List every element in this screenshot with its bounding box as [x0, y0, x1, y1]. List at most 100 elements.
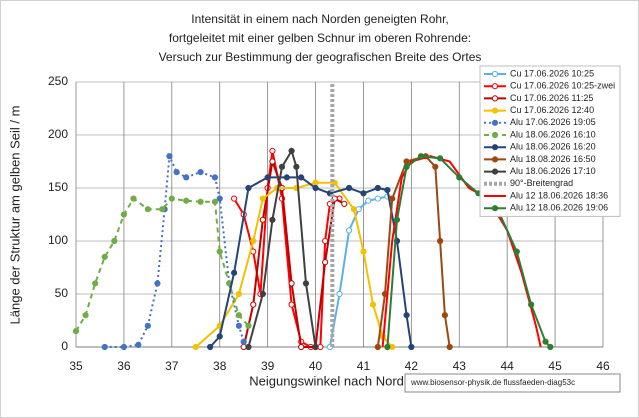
legend-label: 90°-Breitengrad — [510, 178, 573, 188]
x-tick-label: 46 — [596, 359, 610, 373]
data-point — [207, 343, 214, 351]
data-point — [341, 200, 348, 207]
data-point — [183, 174, 190, 181]
legend-label: Cu 17.06.2026 11:25 — [510, 93, 593, 103]
data-point — [183, 197, 190, 204]
data-point — [446, 343, 453, 351]
legend-marker — [491, 144, 499, 151]
data-point — [130, 195, 137, 202]
y-tick-label: 200 — [48, 127, 68, 141]
x-tick-label: 42 — [405, 359, 419, 373]
data-point — [250, 301, 257, 308]
legend-label: Alu 12 18.06.2026 18:36 — [510, 190, 608, 200]
series-line — [386, 155, 552, 348]
data-point — [441, 312, 448, 319]
legend-marker — [491, 119, 499, 126]
data-point — [72, 328, 80, 335]
data-point — [259, 195, 266, 202]
data-point — [384, 187, 391, 194]
x-axis-label: Neigungswinkel nach Norden /° — [249, 373, 431, 388]
chart-title: Intensität in einem nach Norden geneigte… — [191, 12, 449, 26]
data-point — [360, 190, 367, 197]
data-point — [336, 290, 343, 298]
data-point — [120, 343, 128, 351]
data-point — [403, 163, 410, 170]
data-point — [245, 184, 252, 192]
data-point — [269, 147, 276, 154]
legend-marker — [491, 70, 499, 78]
data-point — [259, 290, 266, 298]
data-point — [345, 227, 353, 234]
legend-label: Cu 17.06.2026 10:25 — [510, 68, 594, 78]
data-point — [259, 216, 266, 223]
series-line — [209, 176, 413, 348]
legend-label: Cu 17.06.2026 10:25-zwei — [510, 81, 615, 91]
legend-label: Alu 17.06.2026 19:05 — [510, 117, 596, 127]
y-tick-label: 150 — [48, 180, 68, 194]
note-box — [404, 373, 621, 393]
y-tick-label: 250 — [48, 74, 68, 88]
data-point — [417, 153, 425, 160]
legend-label: Alu 18.06.2026 16:10 — [510, 129, 596, 139]
data-point — [403, 158, 410, 165]
data-point — [231, 195, 238, 202]
data-point — [111, 237, 118, 245]
data-point — [211, 174, 219, 181]
data-point — [432, 163, 439, 170]
legend-label: Alu 12 18.06.2026 19:06 — [510, 203, 608, 213]
chart-title: fortgeleitet mit einer gelben Schnur im … — [169, 31, 471, 45]
x-tick-label: 35 — [69, 359, 83, 373]
data-point — [192, 343, 199, 351]
y-axis-label: Länge der Struktur am gelben Seil / m — [7, 106, 22, 325]
data-point — [197, 198, 204, 205]
data-point — [173, 169, 180, 176]
legend-label: Alu 18.06.2026 17:10 — [510, 166, 596, 176]
legend-label: Alu 18.06.2026 16:20 — [510, 142, 596, 152]
data-point — [360, 248, 367, 255]
data-point — [269, 158, 276, 165]
data-point — [350, 206, 357, 213]
data-point — [312, 179, 319, 186]
data-point — [312, 184, 319, 192]
data-point — [384, 343, 391, 351]
data-point — [269, 216, 276, 223]
data-point — [216, 248, 223, 255]
data-point — [437, 237, 444, 245]
data-point — [542, 338, 549, 345]
data-point — [437, 155, 444, 162]
legend-marker — [491, 131, 499, 139]
data-point — [92, 280, 99, 287]
legend-marker — [491, 107, 499, 114]
data-point — [168, 195, 175, 202]
x-tick-label: 36 — [117, 359, 131, 373]
data-point — [283, 174, 290, 181]
data-point — [264, 174, 271, 181]
data-point — [298, 343, 305, 351]
data-point — [250, 237, 257, 245]
data-point — [389, 195, 396, 202]
series-line — [247, 148, 317, 348]
note: www.biosensor-physik.de flussfaeden-diag… — [410, 378, 575, 387]
data-point — [374, 343, 381, 351]
data-point — [456, 174, 463, 181]
y-tick-label: 0 — [61, 339, 68, 353]
chart-title: Versuch zur Bestimmung der geografischen… — [159, 50, 482, 64]
data-point — [101, 343, 108, 351]
data-point — [245, 343, 252, 351]
legend-box — [479, 65, 621, 217]
data-point — [211, 198, 219, 205]
data-point — [154, 280, 161, 287]
data-point — [365, 197, 372, 204]
data-point — [235, 322, 242, 329]
x-tick-label: 39 — [261, 359, 275, 373]
data-point — [144, 322, 151, 329]
legend-marker — [491, 205, 499, 212]
x-tick-label: 41 — [357, 359, 371, 373]
data-point — [374, 184, 381, 192]
data-point — [278, 163, 286, 170]
data-point — [322, 237, 329, 245]
data-point — [197, 169, 204, 176]
x-tick-label: 38 — [213, 359, 227, 373]
data-point — [159, 206, 166, 213]
